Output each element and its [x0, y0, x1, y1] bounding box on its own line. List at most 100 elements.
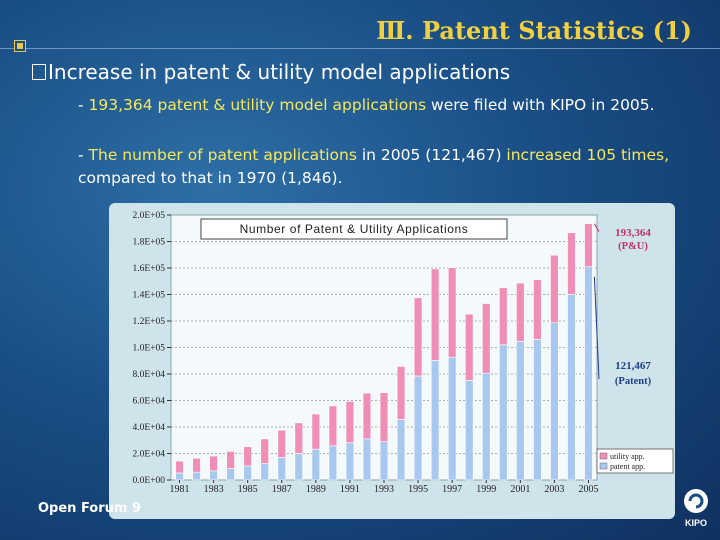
main-bullet-text: Increase in patent & utility model appli… [48, 60, 511, 84]
sub-bullet-2: - The number of patent applications in 2… [78, 144, 688, 190]
x-tick-label: 1991 [340, 484, 360, 495]
y-tick-label: 0.0E+00 [132, 476, 165, 486]
patent-bar [175, 472, 184, 481]
sub2-mid: in 2005 (121,467) [356, 146, 507, 164]
patent-bar [226, 468, 235, 481]
chart-panel: 0.0E+00 2.0E+04 4.0E+04 6.0E+04 8.0E+04 1.0E+… [109, 203, 675, 519]
patent-bar [328, 445, 338, 481]
patent-bar [430, 360, 440, 481]
footer-text: Open Forum 9 [38, 501, 142, 516]
sub2-highlight-1: The number of patent applications [88, 146, 357, 164]
y-tick-label: 2.0E+04 [132, 450, 165, 460]
utility-bar [550, 254, 559, 324]
patent-bar [584, 266, 593, 481]
utility-bar [379, 392, 389, 443]
utility-bar [294, 422, 304, 454]
patent-bar [243, 465, 252, 481]
patent-bar [345, 442, 355, 481]
chart-title: Number of Patent & Utility Applications [240, 222, 469, 236]
sub2-dash: - [78, 146, 89, 164]
utility-bar [396, 366, 406, 420]
utility-bar [447, 267, 457, 358]
patent-bar [413, 375, 423, 481]
utility-bar [464, 313, 474, 381]
patent-bar [277, 457, 286, 481]
patent-bar [499, 344, 508, 481]
sub1-rest: were filed with KIPO in 2005. [426, 96, 655, 114]
x-tick-label: 1981 [170, 484, 190, 495]
x-tick-label: 1987 [272, 484, 292, 495]
utility-bar [243, 446, 252, 467]
utility-bar [362, 392, 372, 440]
legend-label: utility app. [610, 452, 645, 461]
utility-bar [277, 429, 286, 458]
x-tick-label: 1999 [476, 484, 496, 495]
patent-bar [209, 470, 218, 481]
y-tick-label: 1.8E+05 [132, 238, 165, 248]
utility-bar [482, 303, 491, 374]
sub2-rest: compared to that in 1970 (1,846). [78, 169, 343, 187]
utility-bar [311, 413, 321, 450]
sub-bullet-1: - 193,364 patent & utility model applica… [78, 94, 688, 117]
y-tick-label: 2.0E+05 [132, 211, 165, 221]
chart-title-box [200, 218, 508, 240]
patent-bar [396, 419, 406, 481]
x-tick-label: 1985 [238, 484, 258, 495]
patent-bar [516, 341, 525, 481]
utility-bar [209, 455, 218, 472]
y-tick-label: 8.0E+04 [132, 370, 165, 380]
sub2-highlight-2: increased 105 times, [506, 146, 670, 164]
legend-box [596, 448, 674, 474]
patent-bar [464, 380, 474, 481]
utility-bar [328, 405, 338, 447]
x-tick-label: 1993 [374, 484, 394, 495]
patent-bar [533, 339, 542, 481]
annotation-total-label: (P&U) [618, 241, 648, 252]
patent-bar [294, 453, 304, 481]
slide-title: Ⅲ. Patent Statistics (1) [376, 16, 692, 45]
main-bullet: Increase in patent & utility model appli… [32, 60, 510, 84]
x-tick-label: 1989 [306, 484, 326, 495]
x-tick-label: 2003 [544, 484, 564, 495]
sub1-dash: - [78, 96, 89, 114]
stacked-bar-chart: 0.0E+00 2.0E+04 4.0E+04 6.0E+04 8.0E+04 1.0E+… [132, 211, 674, 495]
utility-bar [430, 268, 440, 361]
annotation-total-leader [593, 223, 600, 232]
y-tick-label: 1.6E+05 [132, 264, 165, 274]
utility-bar [584, 223, 593, 268]
patent-bar [260, 463, 269, 481]
utility-bar [192, 457, 201, 473]
patent-bar [447, 356, 457, 481]
x-tick-label: 1983 [204, 484, 224, 495]
y-tick-label: 6.0E+04 [132, 397, 165, 407]
y-tick-label: 1.0E+05 [132, 344, 165, 354]
x-tick-label: 1995 [408, 484, 428, 495]
title-underline [0, 48, 720, 49]
annotation-total-value: 193,364 [615, 227, 651, 239]
legend-label: patent app. [610, 462, 645, 471]
legend-swatch [599, 452, 608, 460]
patent-bar [482, 372, 491, 481]
annotation-patent-label: (Patent) [615, 376, 652, 387]
utility-bar [516, 282, 525, 342]
y-tick-label: 1.4E+05 [132, 291, 165, 301]
annotation-patent-value: 121,467 [615, 360, 651, 372]
kipo-logo: KIPO [684, 489, 708, 528]
utility-bar [413, 297, 423, 377]
x-tick-label: 2005 [578, 484, 598, 495]
kipo-logo-text: KIPO [685, 518, 707, 528]
patent-bar [567, 294, 576, 481]
x-tick-label: 1997 [442, 484, 462, 495]
utility-bar [260, 438, 269, 464]
legend-swatch [599, 462, 608, 470]
y-tick-label: 1.2E+05 [132, 317, 165, 327]
x-tick-label: 2001 [510, 484, 530, 495]
patent-bar [311, 448, 321, 481]
annotation-patent-leader [593, 276, 600, 380]
patent-bar [362, 438, 372, 481]
patent-bar [192, 471, 201, 481]
bullet-box-icon [32, 64, 46, 80]
utility-bar [567, 232, 576, 295]
slide-number-icon [14, 40, 26, 52]
utility-bar [226, 451, 235, 469]
